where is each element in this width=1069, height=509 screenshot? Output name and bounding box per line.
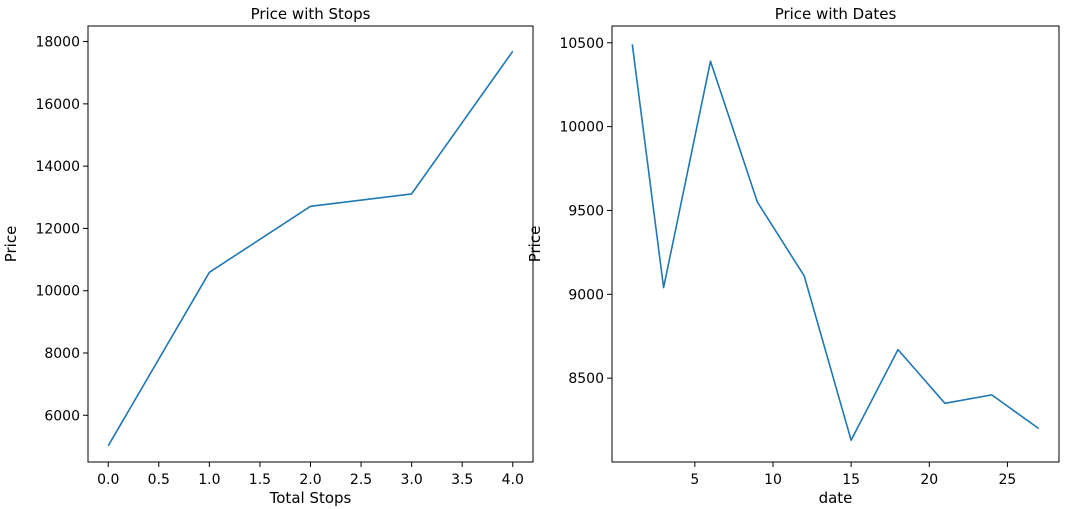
y-tick-label: 14000 [35,159,80,175]
x-tick-label: 3.5 [451,472,473,488]
x-tick-label: 4.0 [502,472,524,488]
plot-frame [611,25,1060,463]
y-tick-label: 9500 [568,203,604,219]
x-axis-label: Total Stops [269,489,352,507]
x-tick-label: 20 [920,472,938,488]
y-tick-label: 10500 [559,36,604,52]
y-tick-label: 16000 [35,97,80,113]
x-tick-label: 10 [764,472,782,488]
y-tick-label: 8500 [568,371,604,387]
plot-price-with-dates: Price with Dates date Price 5 10 15 20 25 8500 90… [526,5,1060,507]
plot-price-with-stops: Price with Stops Total Stops Price 0.0 0.5 1.… [2,5,534,507]
x-tick-label: 1.0 [198,472,220,488]
x-tick-label: 2.0 [299,472,321,488]
y-tick-label: 10000 [559,120,604,136]
x-tick-label: 0.5 [148,472,170,488]
x-axis-label: date [819,489,853,507]
price-series-line [107,50,514,447]
x-tick-label: 3.0 [401,472,423,488]
y-tick-label: 6000 [44,408,80,424]
chart-title: Price with Dates [775,5,897,23]
x-tick-label: 5 [690,472,699,488]
plot-frame [87,25,534,463]
y-axis-label: Price [526,226,544,263]
y-tick-label: 8000 [44,346,80,362]
x-tick-label: 2.5 [350,472,372,488]
x-tick-label: 1.5 [249,472,271,488]
y-tick-label: 9000 [568,287,604,303]
y-axis-label: Price [2,226,20,263]
x-tick-label: 15 [842,472,860,488]
y-tick-label: 18000 [35,35,80,51]
price-series-line [631,44,1040,442]
x-tick-label: 0.0 [97,472,119,488]
y-tick-label: 12000 [35,221,80,237]
x-tick-label: 25 [999,472,1017,488]
chart-title: Price with Stops [251,5,371,23]
y-tick-label: 10000 [35,284,80,300]
